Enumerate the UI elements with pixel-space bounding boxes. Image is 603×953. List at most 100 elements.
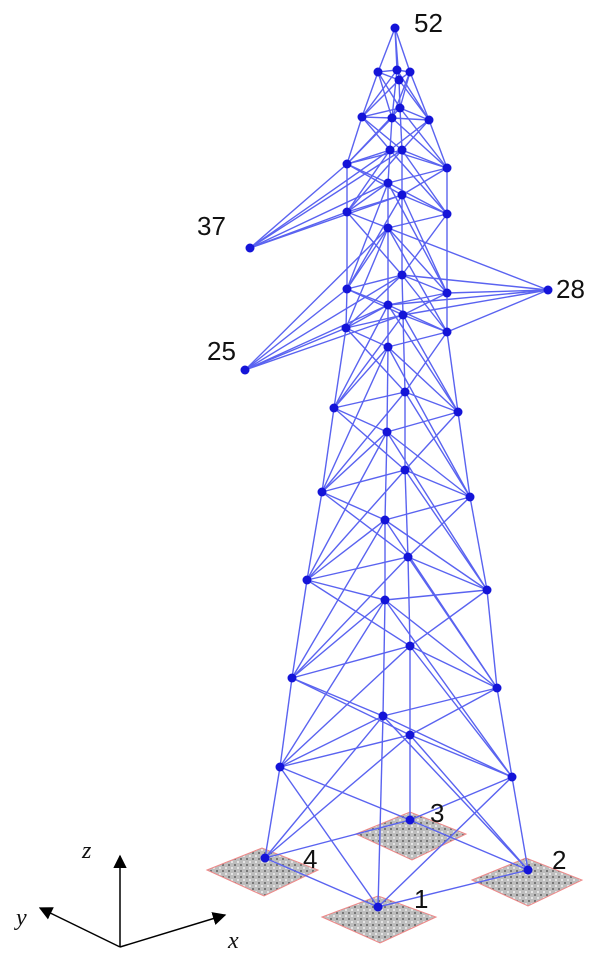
member <box>249 182 389 249</box>
node <box>385 145 395 155</box>
member <box>401 167 448 196</box>
member <box>361 69 398 118</box>
member <box>387 182 448 215</box>
axis-label: y <box>14 905 27 931</box>
member <box>409 776 513 821</box>
member <box>387 346 471 498</box>
member <box>399 107 448 169</box>
member <box>244 274 403 371</box>
member <box>244 288 348 371</box>
member <box>387 213 448 229</box>
member <box>511 776 529 871</box>
member <box>346 163 403 196</box>
node <box>382 427 392 437</box>
node <box>442 288 452 298</box>
node <box>397 270 407 280</box>
member <box>398 79 401 109</box>
node <box>390 23 400 33</box>
member <box>486 589 498 689</box>
member <box>409 71 430 121</box>
member <box>321 491 409 558</box>
member <box>404 469 409 558</box>
member <box>382 599 386 717</box>
node <box>383 178 393 188</box>
member <box>346 149 403 213</box>
member <box>264 766 281 859</box>
node <box>400 387 410 397</box>
node <box>260 853 270 863</box>
member <box>496 687 513 778</box>
member <box>249 149 391 249</box>
member <box>361 116 393 119</box>
member <box>409 734 513 778</box>
member <box>279 715 384 768</box>
node <box>523 865 533 875</box>
member <box>249 149 403 249</box>
node <box>543 285 553 295</box>
member <box>387 227 448 294</box>
member <box>399 107 403 151</box>
member <box>446 331 459 413</box>
node <box>405 730 415 740</box>
node <box>373 902 383 912</box>
member <box>384 519 488 591</box>
member <box>389 117 393 151</box>
member <box>386 346 389 433</box>
member <box>345 227 389 329</box>
node <box>342 284 352 294</box>
node <box>395 103 405 113</box>
member <box>346 211 403 276</box>
member <box>407 556 498 689</box>
member <box>306 556 409 581</box>
node-label: 3 <box>430 798 444 828</box>
node-label: 37 <box>197 211 226 241</box>
member <box>446 289 549 294</box>
node-label: 25 <box>207 336 236 366</box>
node <box>317 487 327 497</box>
pad <box>320 895 438 944</box>
member <box>391 117 430 121</box>
member <box>401 274 549 291</box>
node <box>287 673 297 683</box>
node <box>405 67 415 77</box>
node <box>373 67 383 77</box>
member <box>384 599 513 778</box>
member <box>321 469 406 493</box>
member <box>404 469 471 498</box>
member <box>409 645 498 689</box>
member <box>249 163 348 249</box>
node <box>380 515 390 525</box>
member <box>333 304 389 409</box>
member <box>264 715 384 859</box>
axis-label: x <box>227 928 239 953</box>
member <box>346 116 363 165</box>
member <box>333 327 347 409</box>
node <box>403 552 413 562</box>
member <box>291 599 386 679</box>
member <box>345 327 406 393</box>
axis-triad <box>38 854 227 948</box>
member <box>402 289 549 316</box>
member <box>407 556 488 591</box>
node <box>329 403 339 413</box>
member <box>333 314 404 409</box>
member <box>306 469 406 581</box>
x-axis <box>119 912 227 948</box>
member <box>377 776 513 908</box>
member <box>428 119 448 169</box>
member <box>264 819 411 859</box>
member <box>321 491 386 521</box>
member <box>384 431 388 521</box>
member <box>361 116 403 151</box>
node <box>405 641 415 651</box>
member <box>321 407 335 493</box>
member <box>333 391 406 409</box>
member <box>401 119 430 151</box>
member <box>399 71 411 109</box>
member <box>409 645 513 778</box>
member <box>346 211 389 229</box>
member <box>346 182 389 213</box>
member <box>404 391 459 413</box>
node <box>342 159 352 169</box>
truss <box>240 23 553 912</box>
